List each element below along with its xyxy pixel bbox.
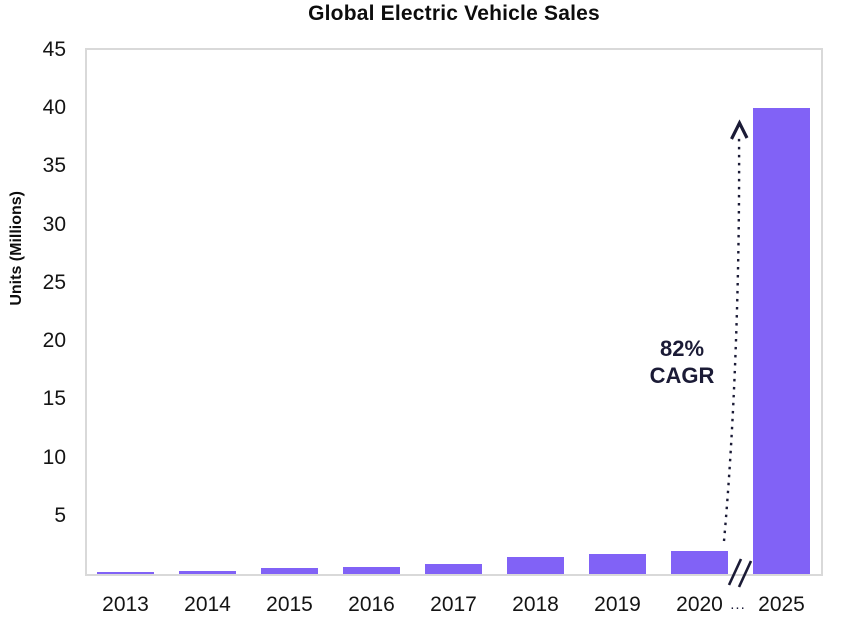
bar-2015 bbox=[261, 568, 318, 574]
y-tick-5: 5 bbox=[54, 503, 66, 527]
x-tick-2018: 2018 bbox=[512, 593, 559, 616]
y-tick-10: 10 bbox=[42, 445, 66, 469]
x-tick-2014: 2014 bbox=[184, 593, 231, 616]
bar-2016 bbox=[343, 567, 400, 574]
bar-2018 bbox=[507, 557, 564, 574]
chart-title: Global Electric Vehicle Sales bbox=[308, 2, 600, 25]
x-tick-2016: 2016 bbox=[348, 593, 395, 616]
bar-2017 bbox=[425, 564, 482, 574]
bar-2025 bbox=[753, 108, 810, 574]
x-tick-2019: 2019 bbox=[594, 593, 641, 616]
cagr-annotation: 82% CAGR bbox=[617, 335, 747, 389]
y-tick-45: 45 bbox=[42, 38, 66, 61]
y-tick-40: 40 bbox=[42, 96, 66, 120]
cagr-annotation-line1: 82% bbox=[659, 336, 705, 361]
x-tick-2013: 2013 bbox=[102, 593, 149, 616]
y-tick-20: 20 bbox=[42, 329, 66, 353]
bar-2014 bbox=[179, 571, 236, 574]
bar-2013 bbox=[97, 572, 154, 574]
x-tick-2017: 2017 bbox=[430, 593, 477, 616]
plot-area bbox=[85, 48, 823, 576]
y-tick-15: 15 bbox=[42, 387, 66, 411]
y-tick-30: 30 bbox=[42, 212, 66, 236]
x-tick-2020: 2020 bbox=[676, 593, 723, 616]
axis-break-ellipsis: ... bbox=[730, 596, 746, 613]
x-tick-2025: 2025 bbox=[758, 593, 805, 616]
bar-2020 bbox=[671, 551, 728, 574]
y-tick-35: 35 bbox=[42, 154, 66, 178]
cagr-annotation-line2: CAGR bbox=[649, 363, 715, 388]
bar-2019 bbox=[589, 554, 646, 574]
y-tick-25: 25 bbox=[42, 270, 66, 294]
x-tick-2015: 2015 bbox=[266, 593, 313, 616]
